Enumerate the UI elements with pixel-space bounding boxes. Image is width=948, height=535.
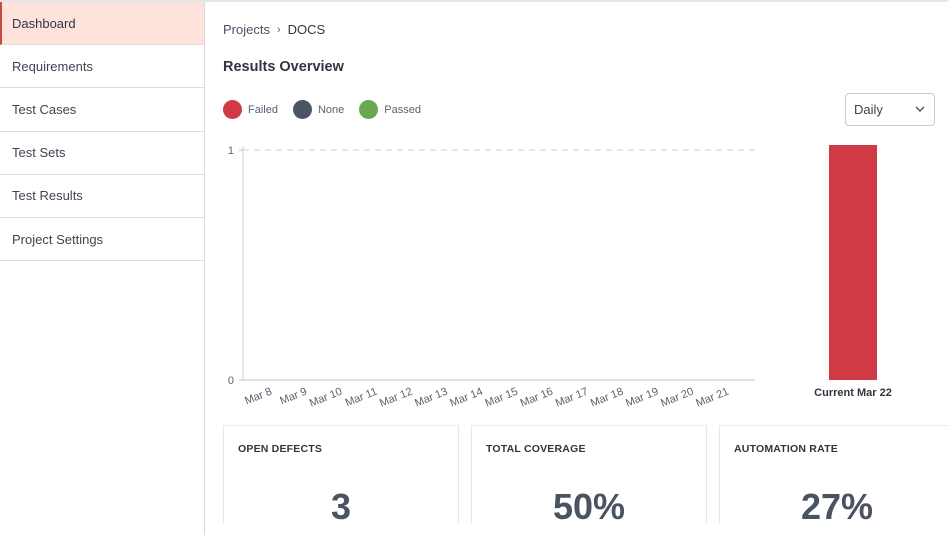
- main-content: Projects › DOCS Results Overview Failed …: [205, 2, 948, 535]
- legend-swatch-none: [292, 100, 312, 119]
- open-defects-card: OPEN DEFECTS 3: [223, 425, 459, 527]
- chevron-down-icon: [915, 106, 925, 112]
- x-tick-label: Mar 14: [448, 386, 484, 410]
- x-tick-label: Mar 13: [413, 386, 449, 410]
- chevron-right-icon: ›: [276, 23, 281, 36]
- legend-swatch-failed: [223, 100, 242, 119]
- x-tick-label: Mar 21: [694, 386, 730, 410]
- sidebar-item-test-cases[interactable]: Test Cases: [0, 88, 204, 132]
- card-value: 27%: [800, 486, 874, 527]
- legend-item-passed[interactable]: Passed: [359, 100, 421, 119]
- x-tick-label: Mar 8: [243, 386, 274, 408]
- legend-label-none: None: [317, 103, 345, 116]
- legend-item-none[interactable]: None: [292, 100, 345, 119]
- page-title: Results Overview: [223, 59, 344, 75]
- legend-item-failed[interactable]: Failed: [223, 100, 278, 119]
- card-label: OPEN DEFECTS: [238, 443, 323, 455]
- card-value: 3: [330, 486, 352, 527]
- sidebar-item-project-settings[interactable]: Project Settings: [0, 218, 204, 262]
- legend-label-passed: Passed: [384, 103, 421, 116]
- breadcrumb-projects-link[interactable]: Projects: [223, 22, 270, 37]
- current-period-label: Current Mar 22: [814, 387, 892, 399]
- x-tick-label: Mar 10: [308, 386, 344, 410]
- x-tick-label: Mar 12: [378, 386, 414, 410]
- x-tick-label: Mar 18: [589, 386, 625, 410]
- x-tick-label: Mar 15: [483, 386, 519, 410]
- breadcrumb-current: DOCS: [287, 22, 326, 37]
- legend-label-failed: Failed: [248, 103, 278, 116]
- x-tick-label: Mar 19: [624, 386, 660, 410]
- metric-cards: OPEN DEFECTS 3 TOTAL COVERAGE 50% AUTOMA…: [223, 425, 948, 527]
- x-tick-label: Mar 11: [344, 386, 379, 410]
- x-tick-label: Mar 17: [554, 386, 590, 410]
- chart-legend: Failed None Passed: [223, 100, 421, 119]
- total-coverage-card: TOTAL COVERAGE 50%: [471, 425, 707, 527]
- x-tick-label: Mar 16: [519, 386, 555, 410]
- sidebar: Dashboard Requirements Test Cases Test S…: [0, 2, 205, 535]
- period-select[interactable]: Daily: [845, 93, 935, 126]
- x-tick-label: Mar 9: [278, 386, 309, 408]
- sidebar-item-dashboard[interactable]: Dashboard: [0, 2, 204, 46]
- sidebar-item-test-sets[interactable]: Test Sets: [0, 132, 204, 175]
- breadcrumb: Projects › DOCS: [223, 22, 325, 37]
- automation-rate-card: AUTOMATION RATE 27%: [719, 425, 948, 527]
- sidebar-item-requirements[interactable]: Requirements: [0, 45, 204, 89]
- period-select-value: Daily: [854, 102, 883, 117]
- y-tick-label: 1: [228, 145, 234, 157]
- card-value: 50%: [552, 486, 626, 527]
- card-label: AUTOMATION RATE: [734, 443, 838, 455]
- y-tick-label: 0: [228, 375, 234, 387]
- x-tick-label: Mar 20: [659, 386, 695, 410]
- card-label: TOTAL COVERAGE: [486, 443, 586, 455]
- current-bar-failed: [829, 145, 877, 380]
- legend-swatch-passed: [359, 100, 379, 119]
- sidebar-item-test-results[interactable]: Test Results: [0, 175, 204, 218]
